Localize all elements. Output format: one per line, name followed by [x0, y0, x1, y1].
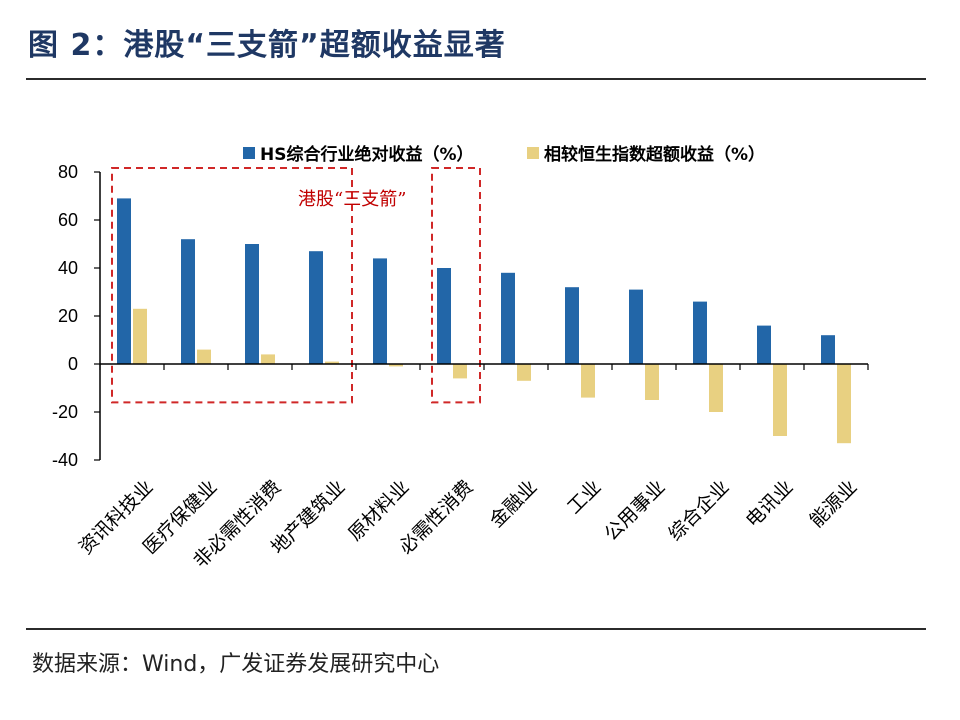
title-divider: [26, 78, 926, 80]
legend-swatch-excess: [527, 147, 539, 159]
category-label-9: 综合企业: [664, 476, 733, 545]
bar-group: [117, 198, 851, 444]
axes: [94, 171, 869, 461]
y-tick-label-3: 20: [58, 306, 78, 326]
y-tick-label-6: -40: [52, 450, 78, 470]
y-tick-labels: 80 60 40 20 0 -20 -40: [52, 162, 78, 470]
category-label-6: 金融业: [486, 476, 542, 532]
bar-excess-7: [581, 364, 595, 398]
bar-excess-3: [325, 361, 339, 364]
category-label-8: 公用事业: [600, 476, 669, 545]
bar-excess-0: [133, 308, 147, 364]
annotation-boxes: [111, 167, 481, 404]
legend-swatch-abs: [243, 147, 255, 159]
figure-title: 图 2：港股“三支箭”超额收益显著: [28, 28, 506, 63]
source-note: 数据来源：Wind，广发证券发展研究中心: [32, 652, 440, 677]
bar-excess-2: [261, 354, 275, 364]
category-label-11: 能源业: [806, 476, 862, 532]
bar-abs-5: [437, 268, 451, 364]
bar-excess-5: [453, 364, 467, 379]
bar-excess-1: [197, 349, 211, 364]
y-tick-label-0: 80: [58, 162, 78, 182]
annotation-box-0: [111, 167, 353, 404]
bar-abs-0: [117, 198, 131, 364]
bar-excess-8: [645, 364, 659, 400]
bar-abs-10: [757, 325, 771, 364]
annotation-label: 港股“三支箭”: [298, 189, 406, 210]
source-divider: [26, 628, 926, 630]
y-tick-label-5: -20: [52, 402, 78, 422]
bar-abs-8: [629, 289, 643, 364]
legend: HS综合行业绝对收益（%） 相较恒生指数超额收益（%）: [243, 144, 765, 165]
bar-abs-7: [565, 287, 579, 364]
bar-excess-9: [709, 364, 723, 412]
y-tick-label-1: 60: [58, 210, 78, 230]
legend-label-excess: 相较恒生指数超额收益（%）: [544, 144, 765, 165]
bar-abs-11: [821, 335, 835, 364]
bar-excess-4: [389, 364, 403, 367]
y-tick-label-2: 40: [58, 258, 78, 278]
bar-abs-1: [181, 239, 195, 364]
category-label-10: 电讯业: [742, 476, 798, 532]
bar-abs-3: [309, 251, 323, 364]
bar-abs-2: [245, 244, 259, 364]
bar-abs-6: [501, 272, 515, 364]
category-label-7: 工业: [563, 476, 605, 518]
bar-excess-6: [517, 364, 531, 381]
bar-abs-4: [373, 258, 387, 364]
bar-abs-9: [693, 301, 707, 364]
bar-excess-11: [837, 364, 851, 444]
y-tick-label-4: 0: [68, 354, 78, 374]
legend-label-abs: HS综合行业绝对收益（%）: [260, 144, 474, 165]
annotation-box-1: [431, 167, 481, 404]
bar-excess-10: [773, 364, 787, 436]
